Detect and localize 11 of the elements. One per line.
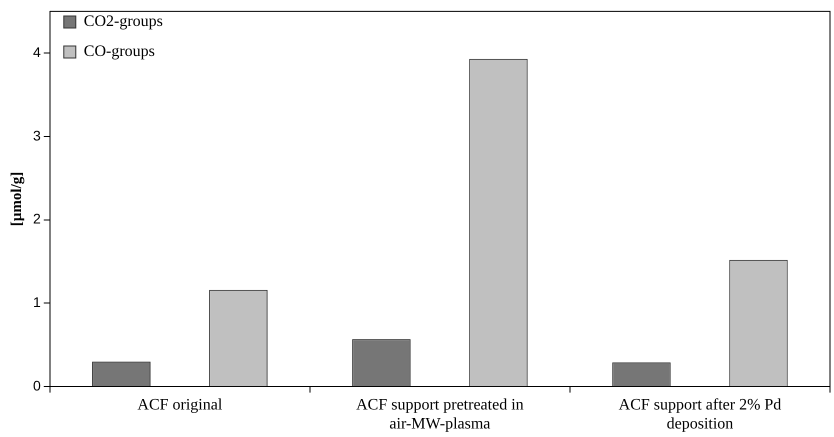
y-tick-label: 0	[32, 377, 41, 394]
y-axis-title: [µmol/g]	[8, 172, 25, 226]
y-tick-label: 1	[32, 294, 41, 310]
x-tick-label: ACF original	[137, 396, 223, 414]
legend-label: CO-groups	[84, 43, 155, 60]
y-tick-label: 4	[32, 44, 41, 60]
x-tick-label: ACF support pretreated in air-MW-plasma	[356, 396, 524, 433]
y-tick-label: 2	[32, 210, 41, 227]
legend-label: CO2-groups	[84, 13, 163, 30]
x-tick-label: ACF support after 2% Pd deposition	[618, 396, 782, 433]
y-tick-label: 3	[32, 127, 41, 144]
